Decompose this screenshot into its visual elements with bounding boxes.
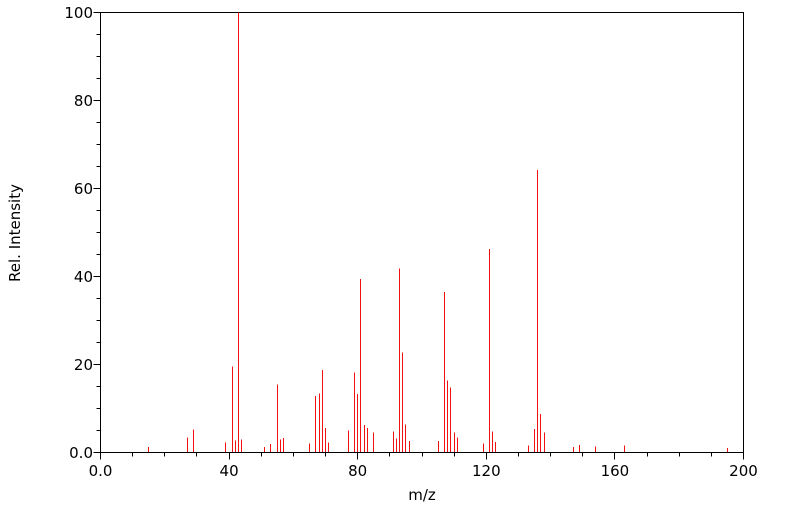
- x-tick-label: 200: [729, 461, 758, 480]
- x-tick-label: 0.0: [88, 461, 113, 480]
- y-tick-label: 40: [73, 267, 93, 286]
- x-tick-label: 40: [219, 461, 239, 480]
- y-axis-title: Rel. Intensity: [6, 183, 24, 282]
- y-tick-label: 80: [73, 91, 93, 110]
- y-tick-label: 100: [64, 3, 93, 22]
- y-tick-label: 0.0: [69, 443, 93, 462]
- x-axis-title: m/z: [408, 485, 436, 504]
- x-tick-label: 80: [348, 461, 368, 480]
- x-tick-label: 160: [600, 461, 630, 480]
- y-tick-label: 60: [73, 179, 93, 198]
- plot-frame: [100, 12, 744, 453]
- y-tick-label: 20: [73, 355, 93, 374]
- x-tick-label: 120: [471, 461, 501, 480]
